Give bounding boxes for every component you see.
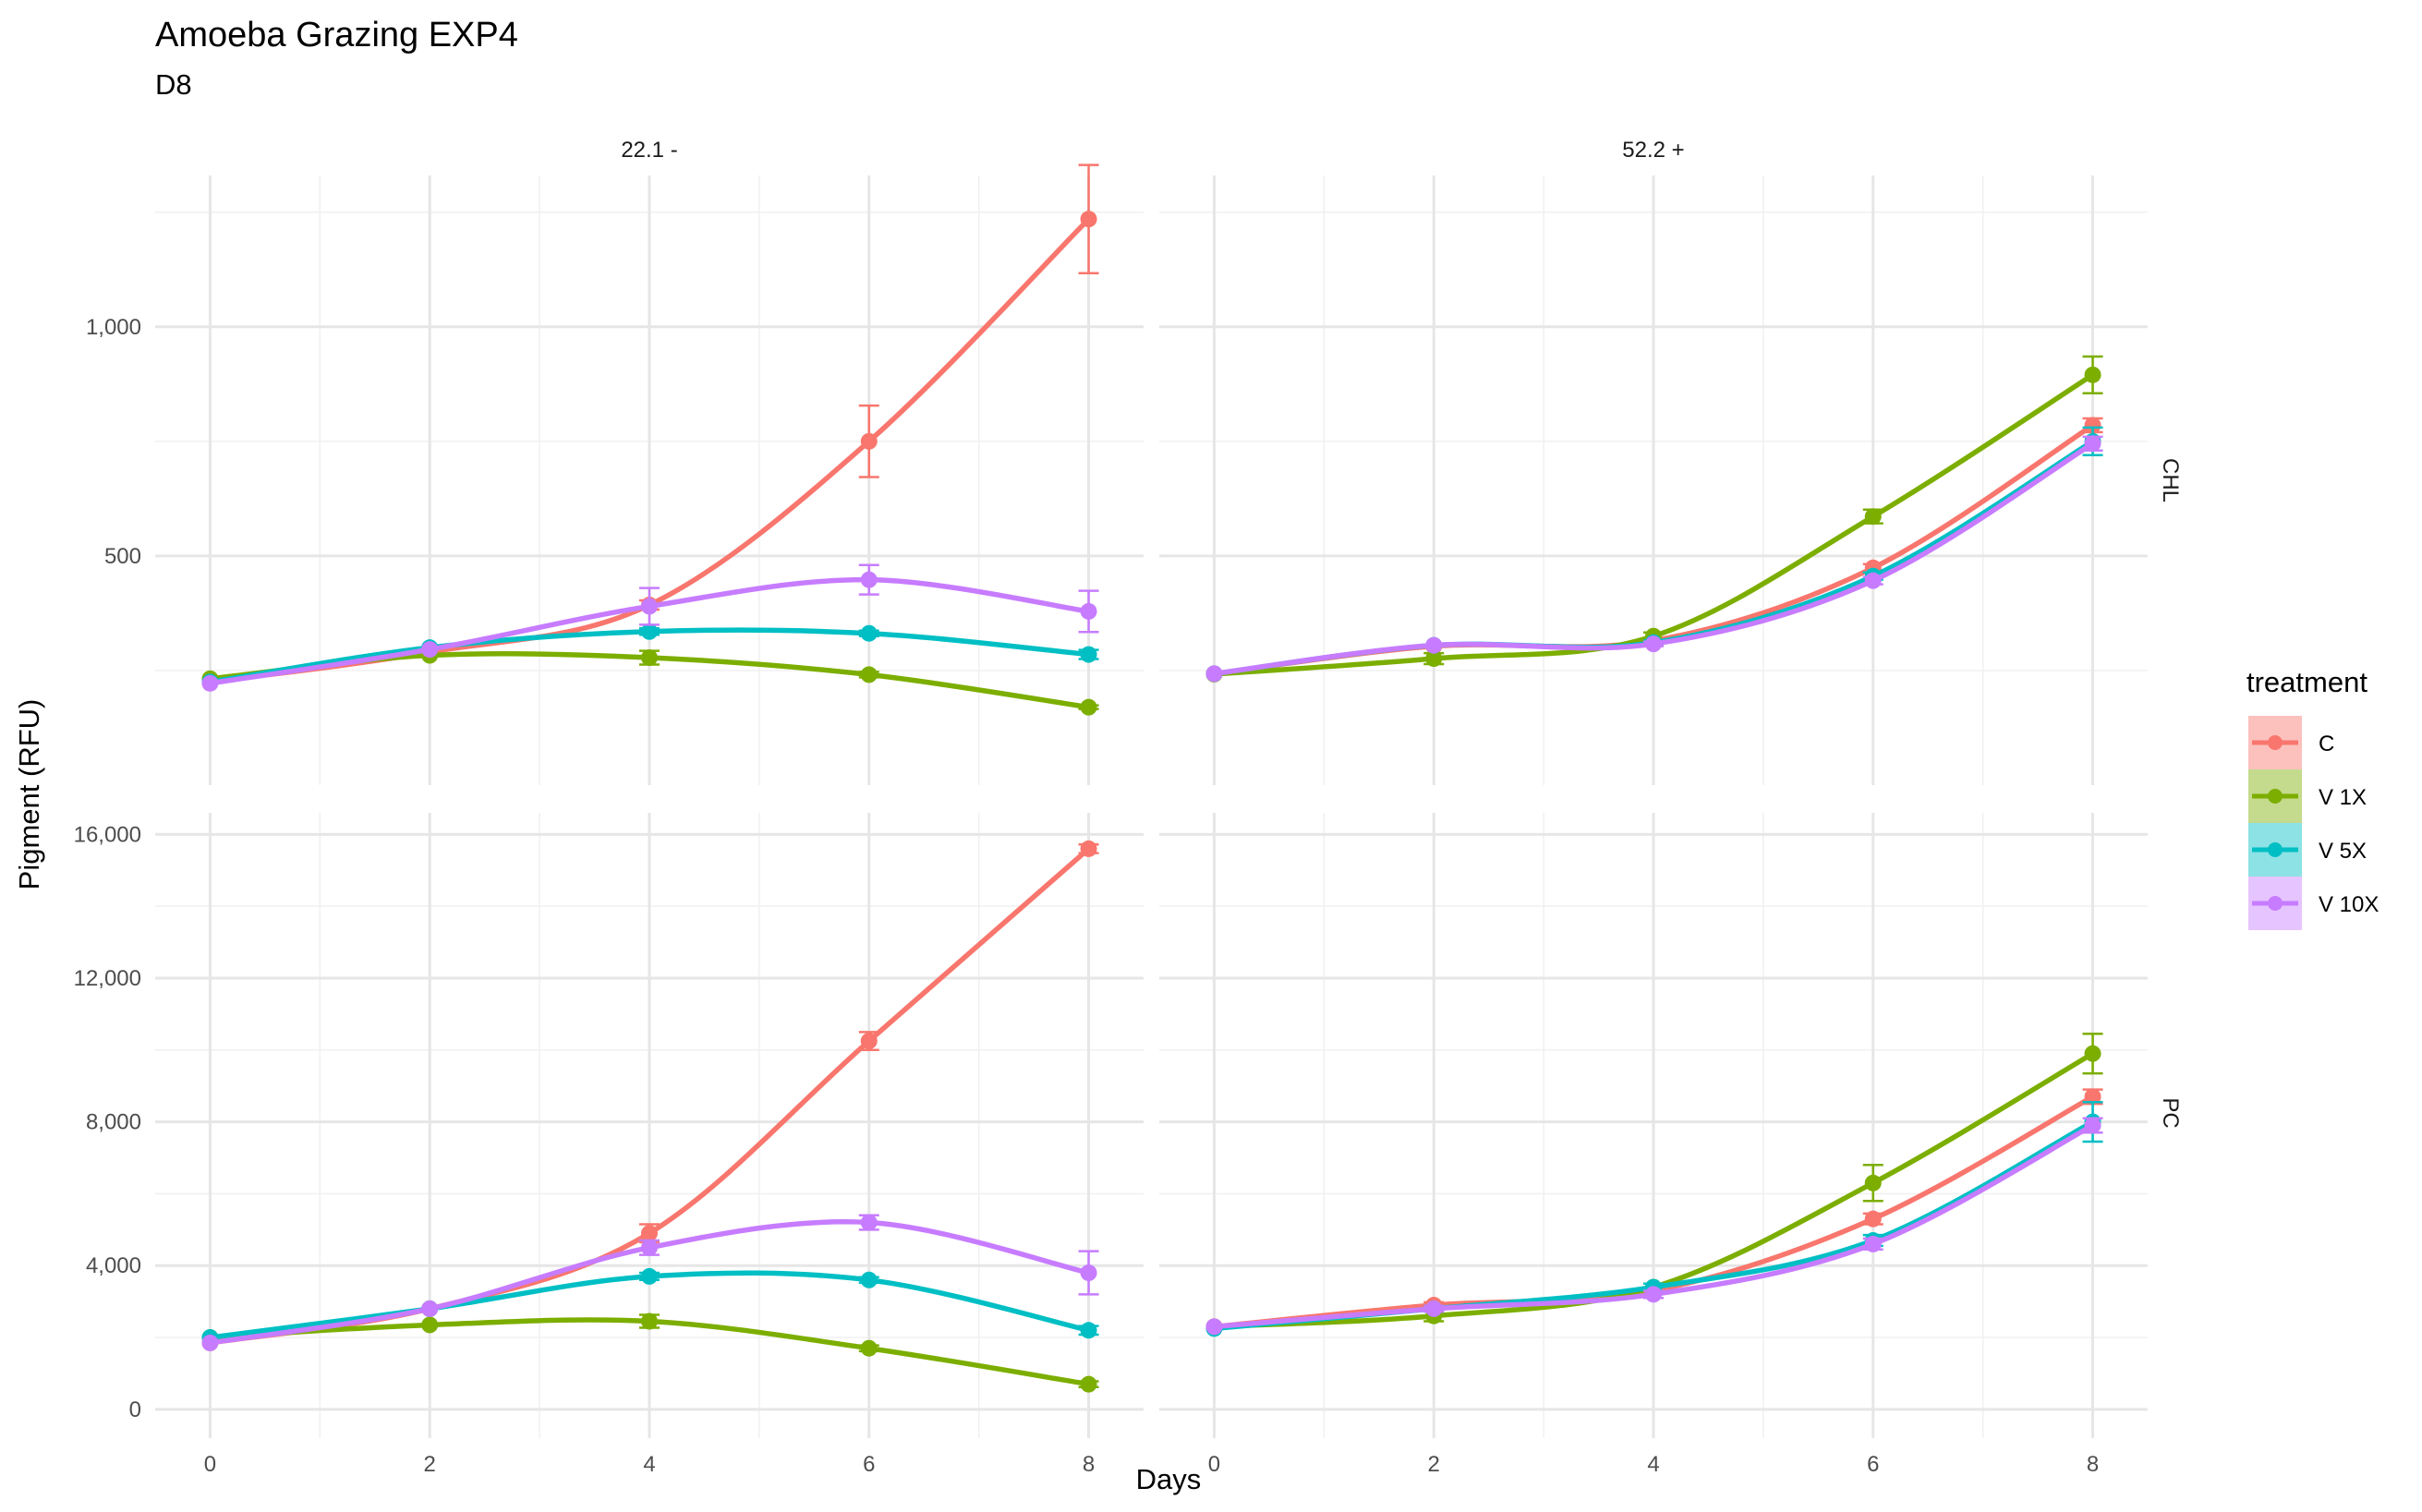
legend-label: C (2319, 732, 2334, 756)
strip-label-row-1: CHL (2158, 458, 2183, 502)
data-point (1864, 1235, 1882, 1252)
x-tick-label: 2 (424, 1452, 436, 1477)
y-axis-title: Pigment (RFU) (13, 699, 45, 890)
strip-label-col-1: 22.1 - (621, 138, 677, 163)
legend-items: C V 1X V 5X V 10X (2248, 716, 2379, 930)
data-point (641, 598, 658, 615)
data-point (1205, 1318, 1223, 1336)
y-tick-label: 16,000 (74, 822, 141, 847)
legend-point (2268, 735, 2283, 750)
x-tick-label: 2 (1428, 1452, 1440, 1477)
x-axis-title: Days (1136, 1463, 1202, 1495)
data-point (2084, 417, 2101, 434)
y-tick-label: 0 (129, 1397, 141, 1422)
legend-item: V 10X (2248, 877, 2379, 930)
data-point (2084, 435, 2101, 453)
series-v-5x (201, 1267, 1099, 1347)
data-point (641, 649, 658, 667)
data-point (2084, 1088, 2101, 1106)
data-point (2084, 366, 2101, 383)
legend-item: C (2248, 716, 2334, 769)
legend-label: V 10X (2319, 892, 2379, 917)
legend-label: V 1X (2319, 785, 2367, 810)
data-point (860, 432, 878, 450)
data-point (1205, 665, 1223, 683)
x-tick-label: 0 (1208, 1452, 1220, 1477)
data-point (1645, 1286, 1662, 1303)
panel-pc-2: 0 2 4 6 8 (1159, 813, 2148, 1477)
data-point (1080, 211, 1097, 228)
data-point (1425, 636, 1443, 654)
data-point (1080, 1264, 1097, 1282)
strip-label-col-2: 52.2 + (1622, 138, 1684, 163)
data-point (641, 1225, 658, 1242)
series-v-10x (1205, 435, 2103, 683)
y-tick-label: 8,000 (86, 1110, 141, 1135)
x-tick-label: 6 (863, 1452, 875, 1477)
data-point (421, 1300, 439, 1317)
data-point (1864, 1174, 1882, 1191)
data-point (1645, 635, 1662, 653)
data-point (1080, 1375, 1097, 1393)
y-tick-label: 1,000 (86, 315, 141, 340)
data-point (1080, 840, 1097, 857)
data-point (860, 666, 878, 683)
facet-panels: 500 1,000 0 4,000 8,000 12,000 16,000 0 2 4 6 8 0 2 4 6… (74, 163, 2148, 1477)
data-point (860, 1271, 878, 1288)
y-tick-label: 12,000 (74, 966, 141, 991)
data-point (641, 1312, 658, 1330)
data-point (860, 1033, 878, 1050)
legend-point (2268, 896, 2283, 911)
y-tick-label: 4,000 (86, 1253, 141, 1278)
legend-point (2268, 842, 2283, 857)
panel-chl-1: 500 1,000 (86, 163, 1144, 785)
chart-title: Amoeba Grazing EXP4 (155, 16, 518, 54)
data-point (1080, 698, 1097, 716)
chart-subtitle: D8 (155, 68, 192, 101)
data-point (1864, 508, 1882, 526)
legend-point (2268, 789, 2283, 804)
data-point (1864, 572, 1882, 589)
strip-label-row-2: PC (2158, 1097, 2183, 1128)
data-point (1864, 1210, 1882, 1228)
data-point (860, 624, 878, 642)
legend-item: V 1X (2248, 769, 2367, 823)
data-point (2084, 1117, 2101, 1134)
data-point (2084, 1045, 2101, 1062)
legend-label: V 5X (2319, 839, 2367, 864)
data-point (860, 1214, 878, 1231)
panel-pc-1: 0 4,000 8,000 12,000 16,000 0 2 4 6 8 (74, 813, 1144, 1477)
x-tick-label: 8 (1083, 1452, 1095, 1477)
data-point (1080, 602, 1097, 620)
legend-item: V 5X (2248, 823, 2367, 877)
x-tick-label: 4 (643, 1452, 655, 1477)
series-v-10x (201, 1214, 1099, 1351)
y-tick-label: 500 (104, 544, 141, 569)
data-point (641, 623, 658, 640)
x-tick-label: 6 (1867, 1452, 1879, 1477)
data-point (860, 1339, 878, 1357)
data-point (1080, 1322, 1097, 1339)
data-point (1080, 646, 1097, 663)
data-point (421, 1316, 439, 1334)
data-point (201, 1334, 219, 1351)
data-point (201, 674, 219, 692)
data-point (860, 571, 878, 588)
x-tick-label: 0 (204, 1452, 216, 1477)
legend-title: treatment (2246, 666, 2368, 698)
data-point (421, 641, 439, 659)
data-point (1425, 650, 1443, 668)
x-tick-label: 8 (2087, 1452, 2099, 1477)
data-point (641, 1267, 658, 1285)
series-v-10x (1205, 1117, 2103, 1336)
data-point (641, 1239, 658, 1256)
panel-chl-2 (1159, 175, 2148, 785)
series-v-10x (201, 563, 1099, 692)
data-point (1425, 1300, 1443, 1317)
x-tick-label: 4 (1647, 1452, 1659, 1477)
legend: treatment C V 1X V 5X V 10X (2246, 666, 2379, 930)
